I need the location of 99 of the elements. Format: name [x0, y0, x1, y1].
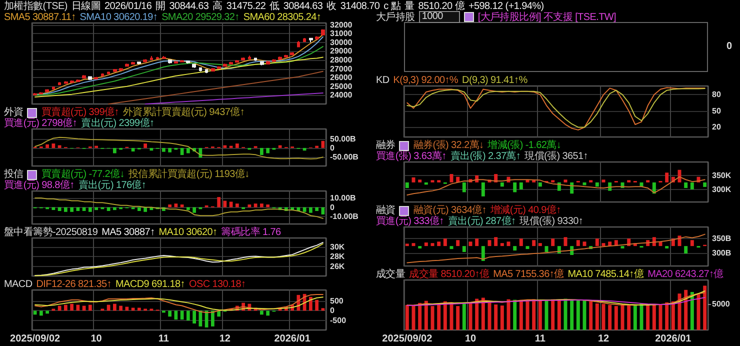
series-label: MA5 30887↑ — [102, 227, 155, 238]
text: 外資累計買賣超(元) 9437億↑ — [122, 107, 245, 118]
y-tick-label: -500 — [330, 316, 347, 326]
chart-title: KD — [376, 75, 390, 86]
text: 買進(元) 333億↑ — [376, 216, 444, 227]
y-tick-label: 25000 — [330, 82, 353, 91]
y-tick-label: 500 — [330, 296, 344, 306]
x-tick-label: 2026/01 — [655, 334, 692, 344]
text: 賣出(張) 2.37萬↑ — [450, 151, 521, 162]
x-tick-label: 2025/09/02 — [382, 334, 433, 344]
series-label: K(9,3) 92.00↑% — [393, 75, 458, 86]
series-label: MACD9 691.18↑ — [116, 279, 185, 290]
text: c 點 — [384, 1, 401, 12]
y-tick-label: 350B — [712, 234, 732, 243]
y-tick-label: 30K — [330, 242, 345, 252]
y-tick-label: 300B — [712, 248, 732, 258]
x-tick-label: 10 — [464, 334, 476, 344]
y-tick-label: 20 — [712, 122, 722, 132]
text: 增減(張) -1.62萬↓ — [488, 140, 562, 151]
y-tick-label: -10.00B — [330, 212, 359, 222]
series-label: 成交量 8510.20↑億 — [409, 269, 490, 280]
y-tick-label: 0 — [330, 202, 335, 212]
text: 收 — [326, 1, 336, 12]
y-tick-label: 0 — [330, 143, 335, 152]
y-tick-label: 26K — [330, 262, 345, 271]
text: 日線圖 — [71, 1, 101, 12]
y-tick-label: 50.00B — [330, 134, 356, 144]
text: 賣出(元) 176億↑ — [78, 180, 146, 191]
text: 低 — [270, 1, 280, 12]
text: 買進(元) 98.8億↑ — [4, 180, 74, 191]
text: 30844.63 — [283, 1, 323, 12]
y-tick-label: 350K — [712, 170, 732, 180]
text: 賣出(元) 287億↑ — [448, 216, 516, 227]
y-tick-label: 0 — [330, 306, 335, 316]
chart-title: 加權指數(TSE) — [4, 1, 68, 12]
text: 投信累計買賣超(元) 1193億↓ — [128, 169, 250, 180]
text: 融券(張) 32.2萬↓ — [413, 140, 484, 151]
x-tick-label: 11 — [534, 334, 546, 344]
y-tick-label: 32000 — [330, 20, 353, 30]
y-tick-label: 5000 — [712, 299, 730, 308]
text: 大戶持股 — [376, 12, 415, 22]
y-tick-label: 50 — [712, 106, 722, 116]
text: 買賣超(元) 399億↑ — [41, 107, 119, 118]
y-tick-label: 80 — [712, 90, 722, 100]
series-label: MA10 30620↑ — [158, 227, 218, 238]
text: MA20 6243.27↑億 — [648, 269, 724, 280]
text: 量 — [404, 1, 414, 12]
x-tick-label: 12 — [598, 334, 610, 344]
y-tick-label: 31000 — [330, 29, 353, 38]
text: 開 — [156, 1, 166, 12]
dropdown: 1000 — [418, 11, 460, 23]
text: SMA5 30887.11↑ — [4, 12, 76, 23]
text: 融資(元) 3634億↑ — [413, 205, 486, 216]
text: 31475.22 — [226, 1, 266, 12]
text: 2026/01/16 — [104, 1, 152, 12]
y-tick-label: 300K — [712, 184, 732, 194]
text: 高 — [212, 1, 222, 12]
x-tick-label: 10 — [90, 334, 102, 344]
text: +598.12 (+1.94%) — [468, 1, 544, 12]
text: 買賣超(元) -77.2億↓ — [41, 169, 124, 180]
text: 買進(張) 3.63萬↑ — [376, 151, 446, 162]
chart-title: 成交量 — [376, 269, 406, 280]
x-tick-label: 2026/01 — [274, 334, 311, 344]
text: 現償(張) 3651↑ — [524, 151, 588, 162]
text: [大戶持股比例] 不支援 [TSE.TW] — [478, 12, 616, 22]
text: 籌碼比率 1.76 — [221, 227, 281, 238]
y-tick-label: 10.00B — [330, 193, 356, 202]
series-label: DIF12-26 821.35↑ — [36, 279, 112, 290]
y-tick-label: -50.00B — [330, 152, 359, 162]
text: SMA60 28305.24↑ — [243, 12, 322, 23]
series-label: MA10 7485.14↑億 — [568, 269, 644, 280]
chart-title: 盤中看籌勢-20250819 — [4, 227, 98, 238]
text: 31408.70 — [340, 1, 380, 12]
text: 現償(張) 9330↑ — [520, 216, 584, 227]
text: 30844.63 — [169, 1, 209, 12]
chart-title: MACD — [4, 279, 32, 290]
text: 增減(元) 40.9億↑ — [490, 205, 561, 216]
series-label: OSC 130.18↑ — [188, 279, 246, 290]
text: 賣出(元) 2399億↑ — [81, 118, 154, 129]
text: SMA20 29529.32↑ — [162, 12, 240, 23]
text: SMA10 30620.19↑ — [80, 12, 158, 23]
y-tick-label: 26000 — [330, 73, 353, 82]
chart-title: 融券 — [376, 140, 396, 151]
y-tick-label: 29000 — [330, 46, 353, 56]
text: 8510.20 億 — [418, 1, 464, 12]
chart-title: 外資 — [4, 107, 24, 118]
text: 買進(元) 2798億↑ — [4, 118, 78, 129]
x-tick-label: 12 — [219, 334, 231, 344]
y-tick-label: 28000 — [330, 55, 353, 64]
y-tick-label: 24000 — [330, 90, 353, 100]
y-tick-label: 30000 — [330, 38, 353, 47]
chart-title: 投信 — [4, 169, 24, 180]
y-tick-label: 28K — [330, 252, 345, 262]
chart-title: 融資 — [376, 205, 396, 216]
x-tick-label: 2025/09/02 — [10, 334, 61, 344]
y-tick-label: 27000 — [330, 64, 353, 74]
series-label: D(9,3) 91.41↑% — [462, 75, 528, 86]
x-tick-label: 11 — [158, 334, 170, 344]
series-label: MA5 7155.36↑億 — [493, 269, 564, 280]
